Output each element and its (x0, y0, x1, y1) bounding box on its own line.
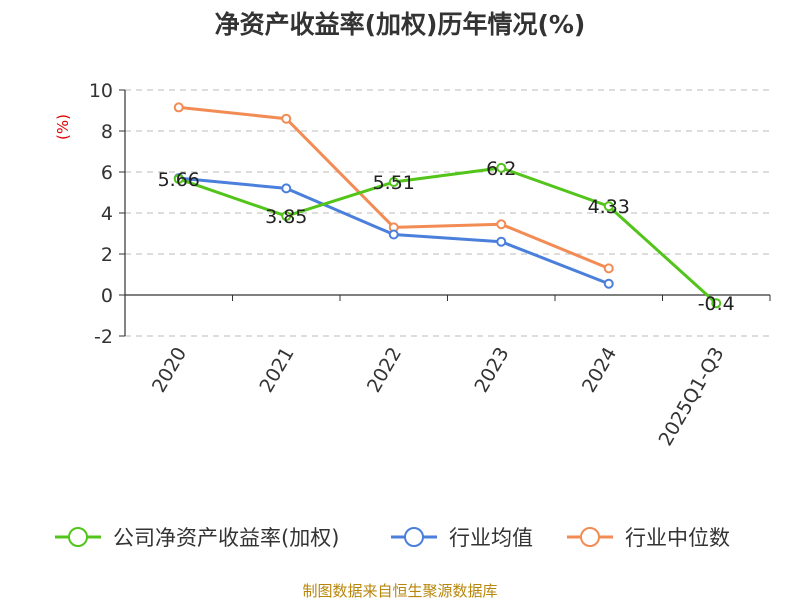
y-axis-unit: (%) (54, 114, 72, 140)
data-point (496, 236, 507, 247)
legend-label: 行业均值 (449, 526, 533, 550)
data-point (603, 278, 614, 289)
data-label: 6.2 (486, 158, 516, 180)
data-point (496, 219, 507, 230)
data-point (173, 173, 184, 184)
data-point (173, 102, 184, 113)
series-0 (173, 162, 722, 309)
x-tick-label: 2021 (255, 344, 298, 397)
data-point (603, 263, 614, 274)
data-label: 3.85 (265, 206, 307, 228)
data-point (388, 229, 399, 240)
series-lines (173, 102, 722, 309)
y-tick-label: 2 (101, 244, 113, 266)
data-point (281, 183, 292, 194)
legend-swatch-marker (404, 527, 424, 547)
x-tick-label: 2023 (470, 344, 513, 397)
legend-item-0[interactable]: 公司净资产收益率(加权) (55, 526, 339, 550)
legend-label: 公司净资产收益率(加权) (113, 526, 339, 550)
x-tick-label: 2025Q1-Q3 (655, 344, 729, 450)
x-tick-labels: 2020 2021 2022 2023 2024 2025Q1-Q3 (148, 344, 729, 450)
x-tick-label: 2020 (148, 344, 191, 397)
y-tick-label: 0 (101, 285, 113, 307)
source-note: 制图数据来自恒生聚源数据库 (302, 582, 497, 600)
data-label: 5.51 (373, 172, 415, 194)
axes (119, 89, 771, 337)
series-2 (173, 102, 614, 274)
data-label: 4.33 (588, 196, 630, 218)
legend-item-1[interactable]: 行业均值 (391, 526, 533, 550)
legend[interactable]: 公司净资产收益率(加权) 行业均值 行业中位数 (55, 526, 730, 550)
x-tick-label: 2022 (363, 344, 406, 397)
y-tick-labels: 10 8 6 4 2 0 -2 (89, 80, 113, 348)
legend-item-2[interactable]: 行业中位数 (567, 526, 730, 550)
legend-swatch-marker (580, 527, 600, 547)
y-tick-label: 4 (101, 203, 113, 225)
y-tick-label: 8 (101, 121, 113, 143)
y-tick-label: 10 (89, 80, 113, 102)
y-tick-label: 6 (101, 162, 113, 184)
data-point (496, 162, 507, 173)
gridlines (125, 89, 770, 337)
data-point (388, 177, 399, 188)
legend-swatch-marker (68, 527, 88, 547)
series-line (178, 166, 718, 305)
data-point (603, 201, 614, 212)
y-tick-label: -2 (94, 326, 113, 348)
data-label: -0.4 (698, 293, 735, 315)
chart-title: 净资产收益率(加权)历年情况(%) (215, 10, 586, 39)
data-point (281, 211, 292, 222)
data-labels: 5.66 3.85 5.51 6.2 4.33 -0.4 (158, 158, 735, 315)
data-point (281, 113, 292, 124)
legend-label: 行业中位数 (625, 526, 730, 550)
x-tick-label: 2024 (578, 344, 621, 397)
data-label: 5.66 (158, 169, 200, 191)
data-point (711, 298, 722, 309)
